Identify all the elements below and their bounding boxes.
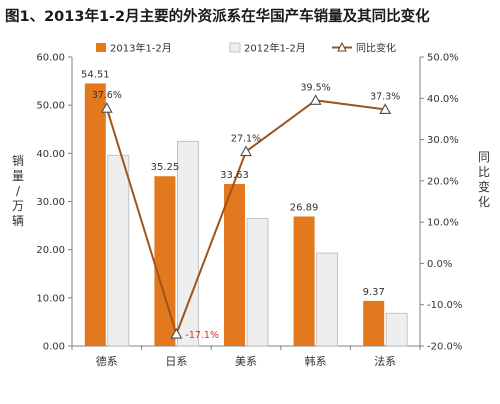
- legend-swatch-2013: [96, 43, 106, 52]
- yoy-marker: [170, 327, 183, 339]
- bar-2013-value-label: 33.63: [220, 170, 249, 181]
- y-left-tick-label: 10.00: [36, 293, 65, 304]
- legend-label-2012: 2012年1-2月: [244, 42, 306, 55]
- y-right-title-char: 化: [478, 195, 490, 209]
- legend-swatch-2012: [229, 42, 241, 53]
- y-left-tick-label: 20.00: [36, 245, 65, 256]
- yoy-marker: [240, 145, 252, 157]
- bar-2013: [224, 184, 245, 346]
- bar-2012: [107, 154, 130, 347]
- y-right-title-char: 变: [478, 179, 490, 194]
- y-right-tick-label: 40.0%: [427, 94, 459, 105]
- y-left-tick-label: 0.00: [43, 342, 65, 353]
- data-labels: 54.51 35.25 33.63 26.89 9.37 37.6% -17.1% 27.1%…: [81, 69, 400, 341]
- y-right-tick-label: 30.0%: [427, 135, 459, 146]
- y-right-tick-label: -10.0%: [427, 300, 462, 311]
- bar-2013: [84, 83, 106, 347]
- bar-2012: [176, 140, 199, 347]
- category-label: 日系: [165, 355, 187, 368]
- y-axis-left-title: 销量/万辆: [12, 154, 24, 228]
- y-left-title-char: 销: [12, 154, 24, 168]
- legend-marker-yoy: [337, 41, 347, 52]
- yoy-marker: [100, 102, 113, 113]
- bar-2013-value-label: 35.25: [151, 162, 180, 173]
- bar-2013-value-label: 54.51: [81, 69, 110, 80]
- legend: 2013年1-2月 2012年1-2月 同比变化: [96, 42, 396, 55]
- yoy-value-label: 39.5%: [301, 82, 331, 93]
- y-right-tick-label: 10.0%: [427, 218, 459, 229]
- bars: [84, 83, 408, 347]
- bar-2012: [385, 312, 408, 347]
- bar-2013: [293, 216, 315, 346]
- yoy-marker: [379, 103, 392, 114]
- y-left-tick-label: 40.00: [36, 149, 65, 160]
- y-left-title-char: 量: [12, 169, 24, 183]
- y-left-tick-label: 50.00: [36, 101, 65, 112]
- bar-2013-value-label: 9.37: [363, 287, 385, 298]
- category-label: 法系: [374, 354, 396, 368]
- bar-2013: [363, 300, 385, 346]
- category-label: 美系: [235, 355, 257, 368]
- y-axis-right-title: 同比变化: [478, 150, 490, 209]
- y-right-title-char: 同: [478, 150, 490, 164]
- chart-title: 图1、2013年1-2月主要的外资派系在华国产车销量及其同比变化: [5, 7, 430, 25]
- bar-2012: [246, 217, 269, 347]
- bar-2013: [154, 176, 176, 346]
- axes: 0.00 10.00 20.00 30.00 40.00 50.00 60.00 -20.0%…: [36, 53, 462, 353]
- yoy-value-label: 37.6%: [92, 90, 122, 101]
- yoy-value-label: 27.1%: [231, 134, 261, 145]
- y-right-tick-label: 20.0%: [427, 176, 459, 187]
- legend-label-2013: 2013年1-2月: [110, 42, 172, 55]
- y-left-title-char: /: [16, 184, 21, 198]
- yoy-line: [100, 94, 392, 339]
- y-left-tick-label: 60.00: [36, 53, 65, 64]
- category-label: 韩系: [305, 354, 327, 368]
- yoy-marker: [309, 94, 322, 105]
- y-right-tick-label: 0.0%: [427, 259, 452, 270]
- yoy-value-label: -17.1%: [185, 330, 219, 341]
- yoy-value-label: 37.3%: [370, 91, 400, 102]
- y-right-tick-label: -20.0%: [427, 342, 462, 353]
- y-left-tick-label: 30.00: [36, 197, 65, 208]
- y-right-title-char: 比: [478, 165, 490, 179]
- bar-2013-value-label: 26.89: [290, 202, 319, 213]
- legend-label-yoy: 同比变化: [356, 42, 396, 55]
- y-left-title-char: 辆: [12, 214, 24, 228]
- y-right-tick-label: 50.0%: [427, 53, 459, 64]
- category-label: 德系: [96, 354, 118, 368]
- category-labels: 德系 日系 美系 韩系 法系: [96, 354, 396, 368]
- bar-2012: [316, 252, 339, 347]
- y-left-title-char: 万: [12, 199, 24, 213]
